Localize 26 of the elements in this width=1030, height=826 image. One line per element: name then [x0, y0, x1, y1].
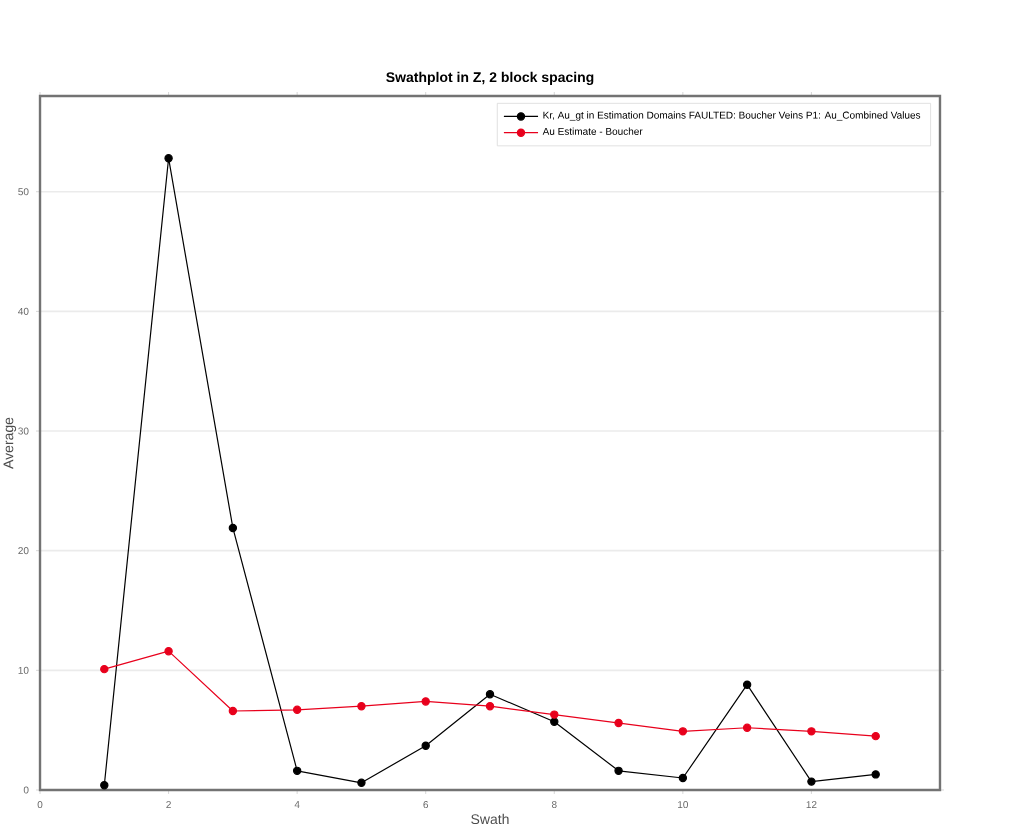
point — [421, 697, 430, 706]
point — [550, 710, 559, 719]
point — [357, 702, 366, 711]
point — [871, 770, 880, 779]
point — [742, 680, 752, 689]
point — [485, 690, 495, 699]
point — [164, 154, 173, 163]
point — [614, 718, 623, 728]
point — [421, 741, 430, 750]
point — [678, 773, 688, 783]
point — [228, 706, 238, 716]
point — [228, 523, 238, 533]
point — [742, 723, 752, 732]
point — [292, 766, 302, 776]
point — [614, 766, 623, 776]
point — [100, 664, 109, 674]
point — [807, 727, 816, 736]
point — [485, 702, 495, 711]
point — [292, 705, 302, 715]
point — [678, 727, 688, 736]
point — [807, 777, 816, 786]
point — [550, 717, 559, 726]
point — [357, 778, 366, 787]
point — [100, 780, 109, 790]
point — [164, 646, 173, 656]
point — [871, 731, 880, 741]
